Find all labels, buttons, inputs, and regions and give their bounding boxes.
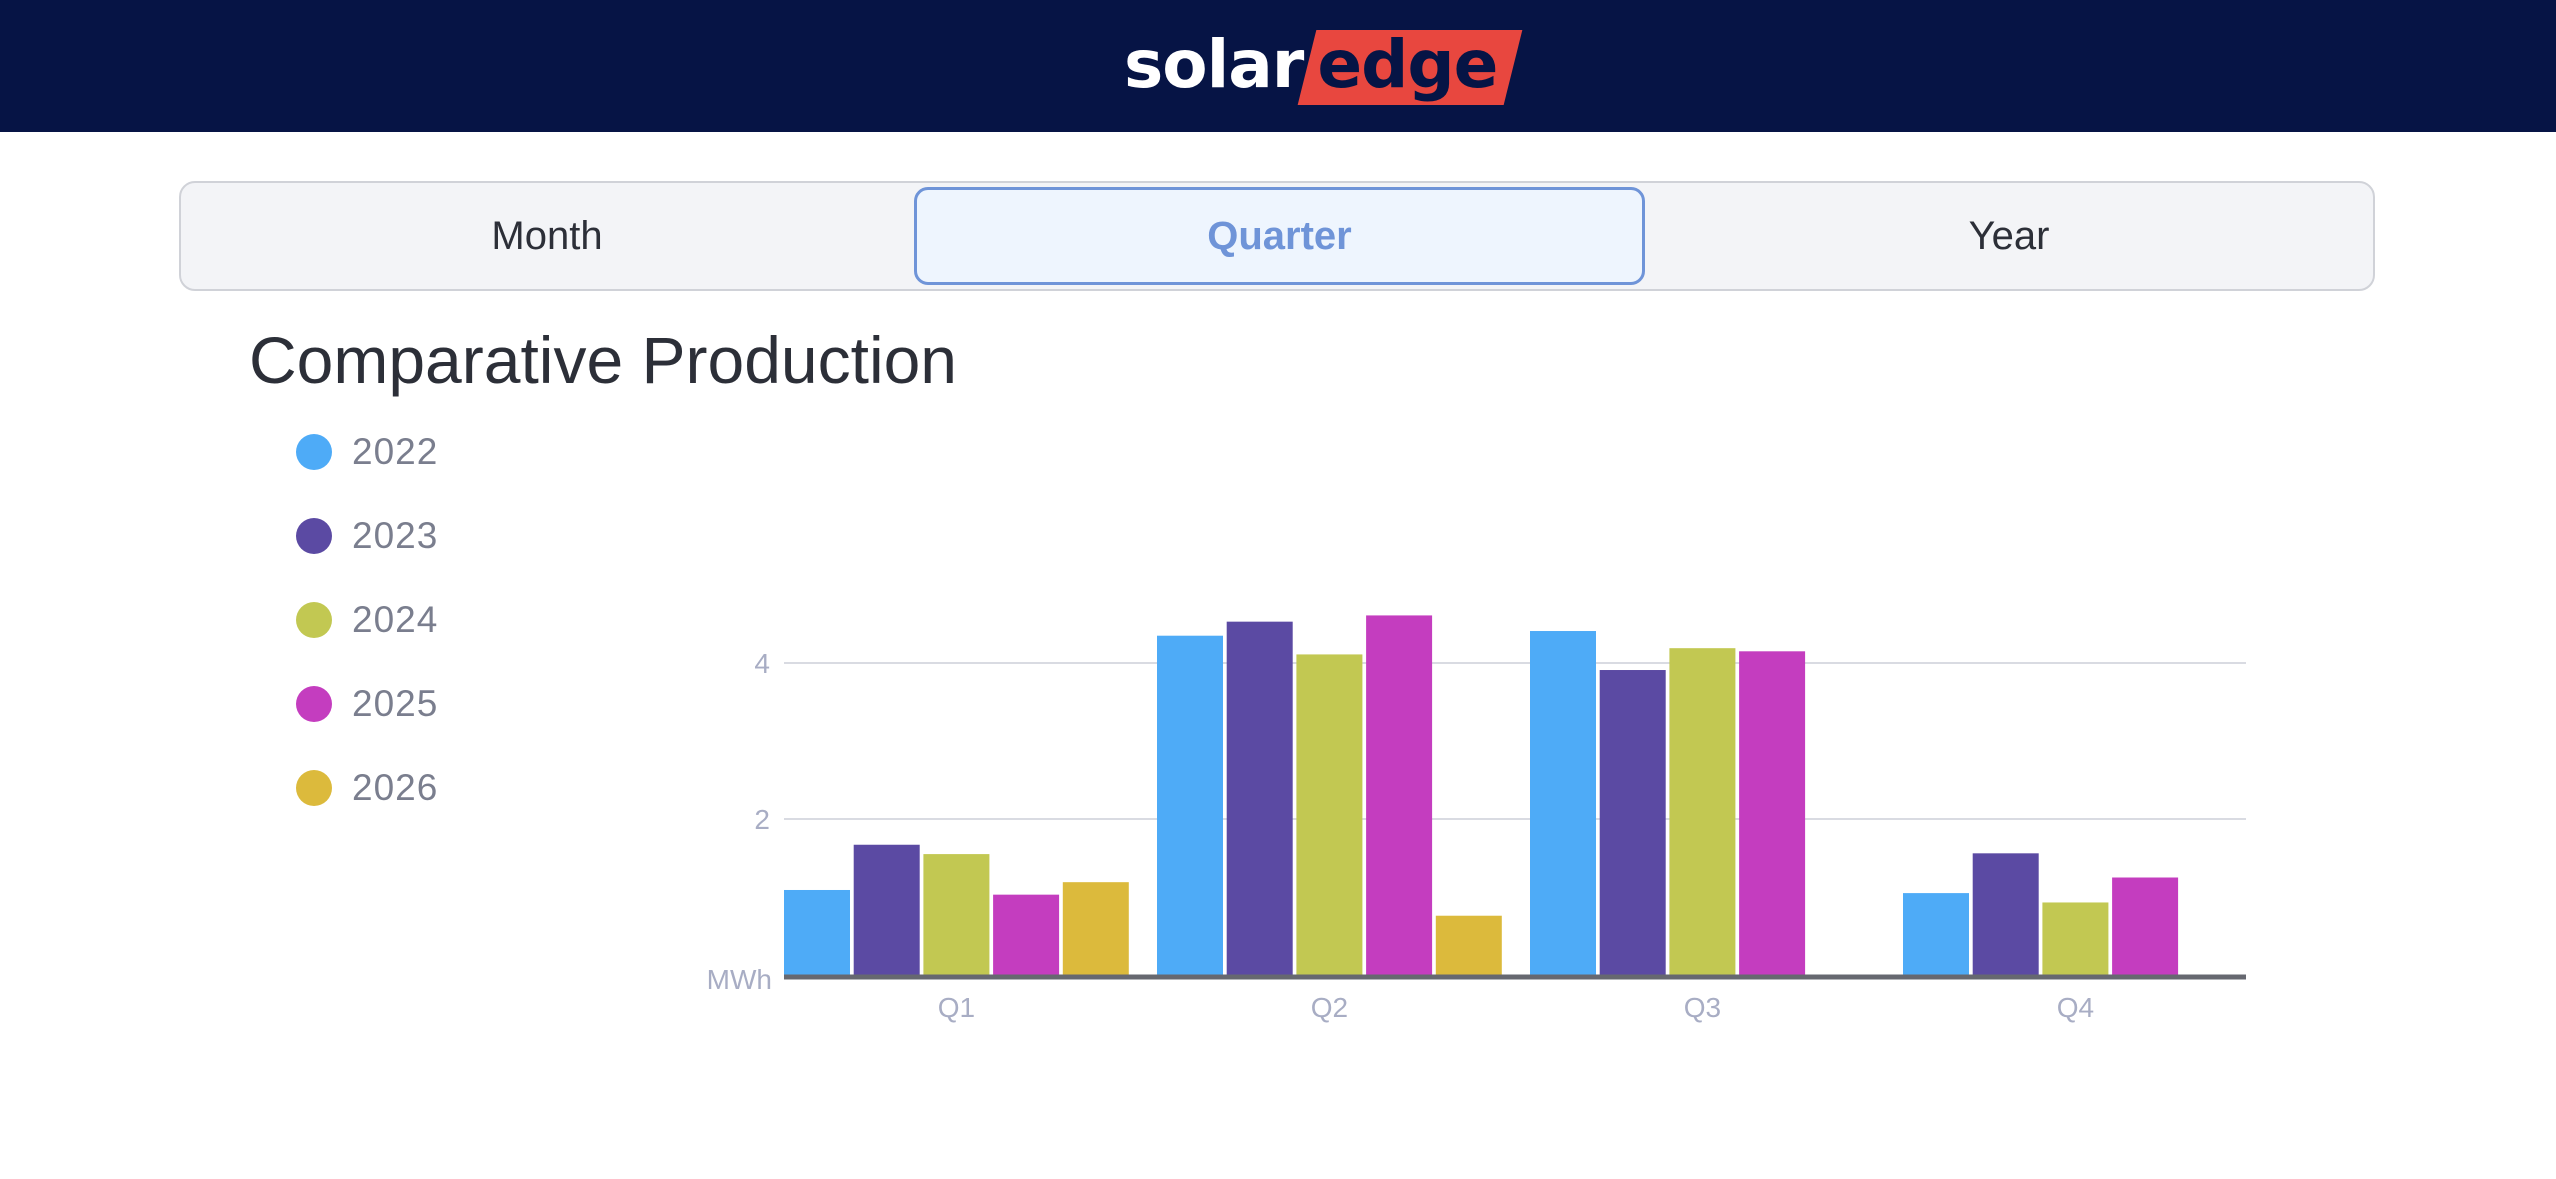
period-tabs: Month Quarter Year xyxy=(179,181,2375,291)
bar-2024-Q3 xyxy=(1669,648,1736,975)
bar-2023-Q2 xyxy=(1226,621,1293,975)
bar-2022-Q1 xyxy=(784,889,850,975)
tab-quarter[interactable]: Quarter xyxy=(914,187,1645,285)
legend-item-2025[interactable]: 2025 xyxy=(296,683,439,724)
legend-dot xyxy=(296,434,332,470)
y-axis-unit-label: MWh xyxy=(707,964,772,995)
legend-item-2023[interactable]: 2023 xyxy=(296,515,439,556)
bar-2024-Q1 xyxy=(923,854,990,975)
bar-2025-Q3 xyxy=(1739,651,1806,975)
bar-2025-Q2 xyxy=(1366,615,1433,975)
bar-2022-Q3 xyxy=(1530,631,1596,975)
y-tick-label: 2 xyxy=(754,804,770,835)
legend-dot xyxy=(296,686,332,722)
legend-item-2024[interactable]: 2024 xyxy=(296,599,439,640)
bar-2023-Q1 xyxy=(853,844,920,975)
legend-dot xyxy=(296,518,332,554)
x-tick-label: Q2 xyxy=(1311,992,1348,1023)
legend-label: 2026 xyxy=(352,767,439,808)
tab-month[interactable]: Month xyxy=(491,213,603,258)
bar-2023-Q3 xyxy=(1599,670,1666,975)
chart-title: Comparative Production xyxy=(249,323,958,397)
tab-year[interactable]: Year xyxy=(1968,213,2050,258)
legend-item-2022[interactable]: 2022 xyxy=(296,431,439,472)
x-tick-label: Q1 xyxy=(938,992,975,1023)
x-tick-label: Q4 xyxy=(2057,992,2094,1023)
bar-2026-Q2 xyxy=(1435,915,1502,975)
legend-label: 2024 xyxy=(352,599,439,640)
bar-2022-Q4 xyxy=(1903,893,1969,975)
bar-2022-Q2 xyxy=(1157,635,1223,975)
legend-label: 2025 xyxy=(352,683,439,724)
legend-item-2026[interactable]: 2026 xyxy=(296,767,439,808)
bar-2025-Q1 xyxy=(993,894,1060,975)
bar-2024-Q4 xyxy=(2042,902,2109,975)
legend-dot xyxy=(296,770,332,806)
legend-label: 2023 xyxy=(352,515,439,556)
bar-2025-Q4 xyxy=(2112,877,2179,975)
bar-2026-Q1 xyxy=(1062,882,1129,975)
bar-2024-Q2 xyxy=(1296,654,1363,975)
app-header: solar edge xyxy=(0,0,2556,132)
legend-dot xyxy=(296,602,332,638)
legend-label: 2022 xyxy=(352,431,439,472)
y-tick-label: 4 xyxy=(754,648,770,679)
solaredge-logo: solar edge xyxy=(1124,26,1513,103)
bar-2023-Q4 xyxy=(1972,853,2039,975)
x-tick-label: Q3 xyxy=(1684,992,1721,1023)
